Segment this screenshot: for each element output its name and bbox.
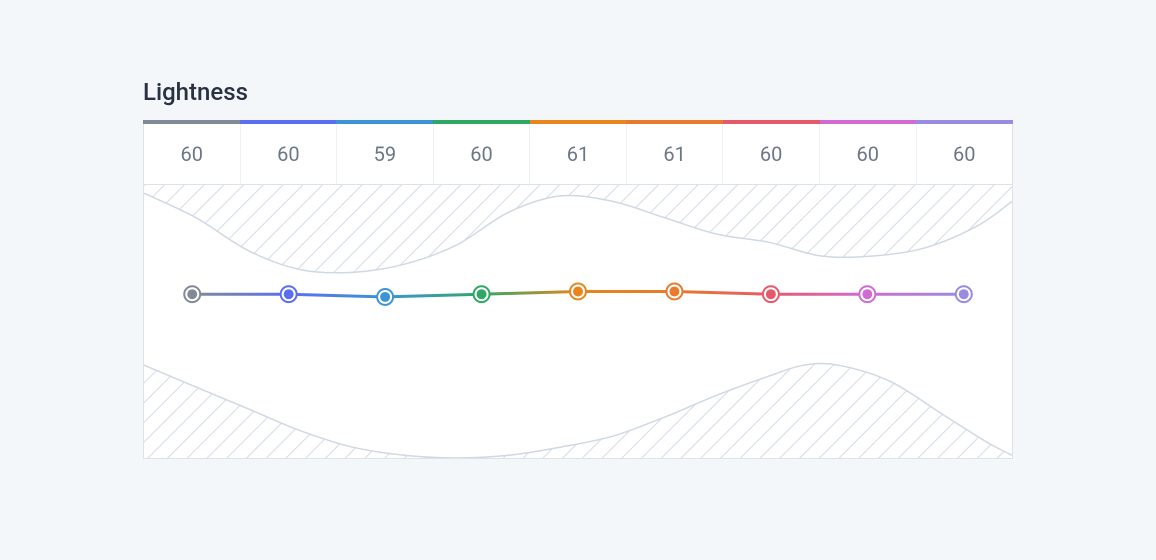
chart-svg [144,185,1012,458]
values-row: 606059606161606060 [143,124,1013,185]
value-cell-violet: 60 [917,124,1013,184]
value-cell-pink: 60 [820,124,917,184]
value-cell-green: 60 [434,124,531,184]
value-cell-blue: 60 [241,124,338,184]
upper-hatched-region [144,185,1012,273]
point-amber[interactable] [669,286,679,296]
value-cell-amber: 61 [627,124,724,184]
point-gray[interactable] [187,289,197,299]
point-blue[interactable] [284,289,294,299]
panel-title: Lightness [143,78,1013,106]
value-cell-gray: 60 [144,124,241,184]
value-cell-red: 60 [723,124,820,184]
point-orange[interactable] [573,286,583,296]
point-cyan[interactable] [380,292,390,302]
point-green[interactable] [477,289,487,299]
lightness-chart [143,185,1013,459]
point-pink[interactable] [862,289,872,299]
lightness-panel: Lightness 606059606161606060 [143,78,1013,459]
value-cell-cyan: 59 [337,124,434,184]
point-red[interactable] [766,289,776,299]
point-violet[interactable] [959,289,969,299]
value-cell-orange: 61 [530,124,627,184]
